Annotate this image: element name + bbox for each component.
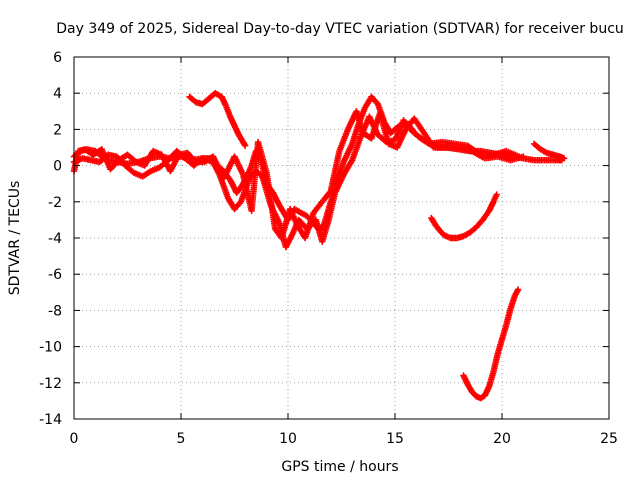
y-tick-label: -8: [48, 303, 62, 319]
y-tick-label: -2: [48, 195, 62, 211]
x-tick-label: 5: [177, 431, 186, 447]
data-point: [191, 157, 198, 164]
chart-title: Day 349 of 2025, Sidereal Day-to-day VTE…: [56, 21, 624, 37]
series-loop-b: [70, 108, 527, 242]
series-arc-17-20h: [428, 191, 500, 242]
data-point: [493, 191, 500, 198]
data-point: [242, 142, 249, 149]
axes: 0 5 10 15 20 25 -14 -12 -10 -8 -6 -4 -2 0 2 4 6: [39, 50, 618, 447]
y-axis-label: SDTVAR / TECUs: [7, 181, 23, 296]
data-point: [560, 155, 568, 162]
y-tick-label: -4: [48, 231, 62, 247]
y-tick-label: 6: [53, 50, 62, 66]
x-tick-label: 15: [386, 431, 404, 447]
y-tick-label: -12: [39, 376, 62, 392]
y-tick-label: 4: [53, 86, 62, 102]
series-bump-5-8h: [186, 90, 249, 149]
data-point: [514, 286, 522, 293]
data-point: [520, 153, 527, 160]
x-axis-label: GPS time / hours: [281, 459, 398, 475]
y-tick-label: 0: [53, 159, 62, 175]
y-tick-label: -6: [48, 267, 62, 283]
data-marks: [70, 90, 568, 402]
x-tick-label: 20: [493, 431, 511, 447]
x-tick-label: 25: [600, 431, 618, 447]
x-tick-label: 0: [70, 431, 79, 447]
series-tail-21-23h: [530, 140, 568, 162]
x-tick-label: 10: [279, 431, 297, 447]
y-tick-label: -14: [39, 412, 62, 428]
y-tick-label: -10: [39, 340, 62, 356]
series-arc-18-21h: [460, 286, 522, 402]
y-tick-label: 2: [53, 122, 62, 138]
